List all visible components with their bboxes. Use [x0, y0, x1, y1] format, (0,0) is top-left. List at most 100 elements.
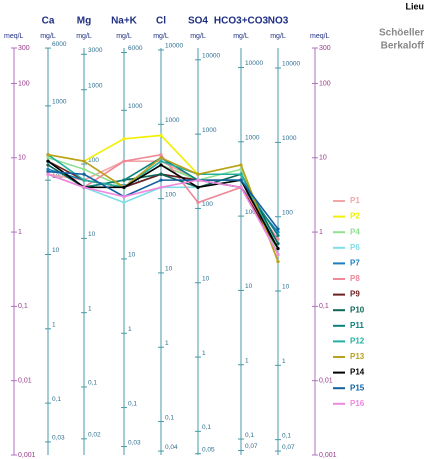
column-tick-label: 0,1: [282, 432, 291, 439]
legend-label: P4: [350, 227, 360, 236]
legend-label: P7: [350, 259, 360, 268]
data-point: [122, 195, 126, 199]
y-tick-label: 0,001: [18, 452, 36, 459]
column-tick-label: 100: [245, 209, 256, 216]
legend-label: P16: [350, 399, 365, 408]
y-unit: meq/L: [4, 33, 24, 40]
column-tick-label: 0,1: [52, 396, 61, 403]
column-tick-label: 1000: [52, 99, 67, 106]
y-tick-label: 0,1: [18, 303, 28, 310]
column-header: Na+K: [111, 16, 138, 27]
column-tick-label: 1000: [88, 82, 103, 89]
data-point: [196, 172, 200, 176]
data-point: [276, 260, 280, 264]
column-tick-label: 100: [165, 191, 176, 198]
data-point: [82, 178, 86, 182]
data-point: [122, 159, 126, 163]
y-tick-label: 0,1: [319, 303, 329, 310]
column-tick-label: 10000: [202, 53, 220, 60]
column-tick-label: 0,1: [202, 424, 211, 431]
column-tick-label: 1: [88, 305, 92, 312]
column-header: HCO3+CO3: [214, 16, 269, 27]
column-tick-label: 0,04: [165, 444, 178, 451]
column-tick-label: 10000: [282, 61, 300, 68]
column-tick-label: 0,07: [282, 444, 295, 451]
y-tick-label: 0,01: [18, 378, 32, 385]
column-unit: mg/L: [76, 33, 92, 40]
column-tick-label: 1000: [245, 135, 260, 142]
legend-label: P13: [350, 352, 365, 361]
data-point: [159, 133, 163, 137]
column-header: NO3: [268, 16, 289, 27]
column-tick-label: 1: [165, 340, 169, 347]
column-tick-label: 100: [88, 157, 99, 164]
data-point: [159, 172, 163, 176]
y-tick-label: 1: [18, 229, 22, 236]
column-header: Mg: [77, 16, 91, 27]
column-tick-label: 10: [245, 283, 253, 290]
data-point: [159, 163, 163, 167]
column-tick-label: 10000: [165, 43, 183, 50]
data-point: [46, 163, 50, 167]
data-point: [46, 172, 50, 176]
y-tick-label: 300: [319, 45, 331, 52]
chart-title: Lieu: [405, 1, 424, 11]
data-point: [159, 178, 163, 182]
column-tick-label: 10: [165, 266, 173, 273]
data-point: [46, 153, 50, 157]
column-header: SO4: [188, 16, 208, 27]
data-point: [159, 153, 163, 157]
column-tick-label: 10: [202, 275, 210, 282]
y-tick-label: 1: [319, 229, 323, 236]
legend-label: P14: [350, 368, 365, 377]
y-tick-label: 100: [18, 80, 30, 87]
y-tick-label: 0,001: [319, 452, 337, 459]
data-point: [46, 156, 50, 160]
data-point: [276, 237, 280, 241]
legend-label: P1: [350, 196, 360, 205]
data-point: [46, 167, 50, 171]
data-point: [276, 241, 280, 246]
column-tick-label: 1: [202, 350, 206, 357]
data-point: [196, 200, 200, 205]
column-tick-label: 6000: [128, 45, 143, 52]
y-tick-label: 10: [319, 155, 327, 162]
column-unit: mg/L: [40, 33, 56, 40]
column-tick-label: 1000: [165, 117, 180, 124]
column-tick-label: 1000: [282, 135, 297, 142]
data-point: [159, 156, 163, 160]
data-point: [82, 172, 86, 176]
legend-label: P8: [350, 274, 360, 283]
column-tick-label: 1: [52, 322, 56, 329]
data-point: [239, 185, 243, 189]
column-tick-label: 10: [282, 284, 290, 291]
data-point: [122, 185, 126, 189]
column-tick-label: 0,05: [202, 446, 215, 453]
column-unit: mg/L: [233, 33, 249, 40]
column-tick-label: 0,1: [128, 400, 137, 407]
series-line: [47, 153, 279, 240]
data-point: [82, 167, 86, 171]
legend-label: P6: [350, 243, 360, 252]
series-line: [47, 153, 279, 262]
data-point: [239, 163, 243, 167]
legend-label: P11: [350, 321, 364, 330]
data-point: [122, 178, 126, 182]
data-point: [122, 200, 126, 205]
column-tick-label: 100: [282, 209, 293, 216]
data-point: [46, 159, 50, 163]
column-tick-label: 6000: [52, 41, 67, 48]
column-tick-label: 1000: [128, 103, 143, 110]
data-point: [239, 172, 243, 176]
y-tick-label: 10: [18, 155, 26, 162]
column-tick-label: 10: [88, 231, 96, 238]
data-point: [46, 170, 50, 174]
legend-label: P12: [350, 337, 365, 346]
data-point: [276, 233, 280, 238]
column-unit: mg/L: [270, 33, 286, 40]
data-point: [82, 159, 86, 163]
column-unit: mg/L: [153, 33, 169, 40]
data-point: [239, 178, 243, 182]
column-tick-label: 0,1: [245, 432, 254, 439]
